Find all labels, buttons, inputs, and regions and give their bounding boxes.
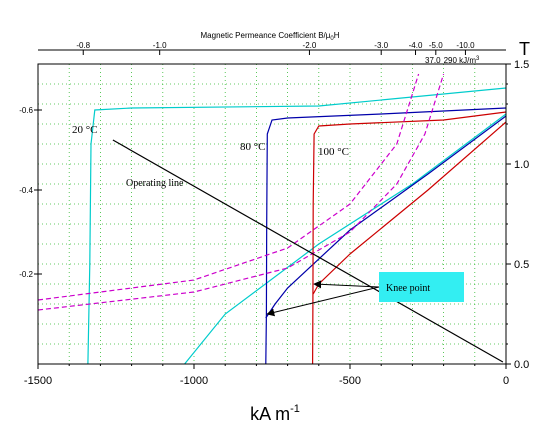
top-tick-label: -1.0 <box>153 41 167 50</box>
right-y-tick-label: 1.0 <box>514 159 529 171</box>
knee-arrow-1 <box>313 280 380 289</box>
label-20c: 20 °C <box>72 124 98 136</box>
top-tick-label: -4.0 <box>409 41 423 50</box>
x-tick-label: -1000 <box>180 375 208 387</box>
right-y-axis: 0.0 0.5 1.0 1.5 <box>506 59 529 371</box>
series-line-3 <box>265 115 507 319</box>
left-y-tick-label: -0.6 <box>19 106 33 115</box>
series-line-6 <box>37 73 420 301</box>
right-y-tick-label: 0.0 <box>514 359 529 371</box>
energy-label-sup: 3 <box>476 56 480 62</box>
top-tick-label: -5.0 <box>429 41 443 50</box>
series-line-7 <box>37 73 445 311</box>
top-axis-label-main: Magnetic Permeance Coefficient B/μ <box>201 31 331 40</box>
label-knee-point: Knee point <box>386 283 430 294</box>
series-line-8 <box>112 139 504 363</box>
top-axis-label-sub: 0 <box>330 36 334 42</box>
series-line-2 <box>265 107 507 365</box>
plot-frame <box>37 63 507 365</box>
energy-label-2: 290 kJ/m <box>444 56 477 65</box>
label-operating-line: Operating line <box>126 178 184 189</box>
top-axis-label: Magnetic Permeance Coefficient B/μ0H <box>201 31 340 42</box>
right-y-tick-label: 0.5 <box>514 259 529 271</box>
x-axis-label-sup: -1 <box>290 403 300 415</box>
right-y-tick-label: 1.5 <box>514 59 529 71</box>
x-axis-label: kA m-1 <box>250 403 300 424</box>
top-axis-label-tail: H <box>334 31 340 40</box>
top-tick-label: -0.8 <box>76 41 90 50</box>
x-axis: -1500 -1000 -500 0 <box>24 364 509 387</box>
energy-labels: 37.0 290 kJ/m3 <box>425 56 480 65</box>
x-tick-label: 0 <box>503 375 509 387</box>
energy-label-1: 37.0 <box>425 56 441 65</box>
series-line-4 <box>312 111 507 365</box>
series-line-1 <box>184 113 507 365</box>
right-y-axis-label: T <box>519 39 530 59</box>
top-tick-label: -3.0 <box>374 41 388 50</box>
series-line-0 <box>87 87 507 365</box>
label-100c: 100 °C <box>318 146 349 158</box>
label-80c: 80 °C <box>240 141 266 153</box>
x-tick-label: -500 <box>339 375 361 387</box>
x-axis-label-main: kA m <box>250 404 290 424</box>
x-tick-label: -1500 <box>24 375 52 387</box>
top-tick-label: -2.0 <box>303 41 317 50</box>
annotations: 20 °C 80 °C 100 °C Operating line Knee point <box>72 124 464 317</box>
left-y-tick-label: -0.4 <box>19 186 33 195</box>
top-tick-label: -10.0 <box>456 41 475 50</box>
top-axis: -0.8 -1.0 -2.0 -3.0 -4.0 -5.0 -10.0 <box>38 41 506 55</box>
series-group <box>37 73 507 365</box>
knee-arrow-0 <box>266 286 380 317</box>
left-y-tick-label: -0.2 <box>19 270 33 279</box>
knee-point-box <box>379 272 464 302</box>
left-y-axis: -0.2 -0.4 -0.6 <box>19 106 42 279</box>
